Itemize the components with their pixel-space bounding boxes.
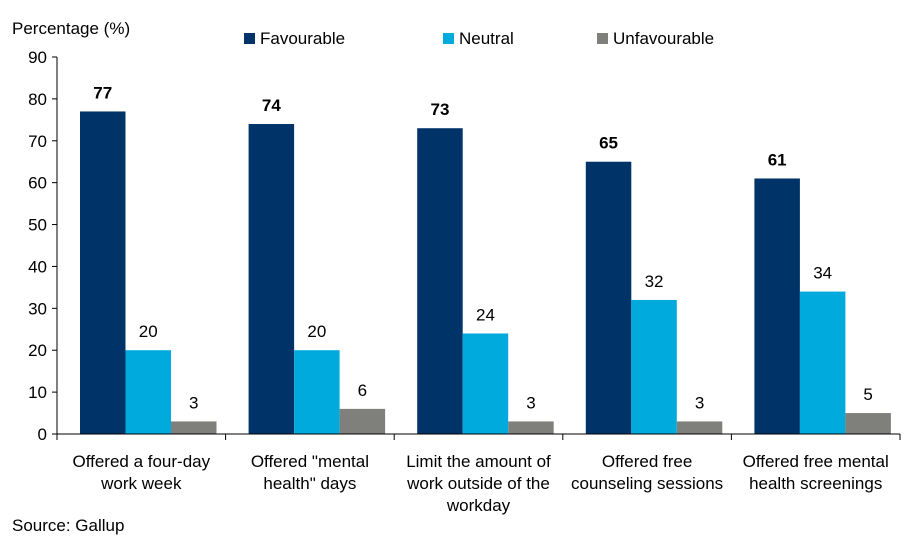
data-label: 34 <box>813 264 832 283</box>
bar-neutral <box>631 299 677 434</box>
bar-neutral <box>125 350 171 434</box>
bar-favourable <box>248 124 295 435</box>
legend-swatch <box>443 33 454 44</box>
data-label: 32 <box>645 272 664 291</box>
data-label: 77 <box>93 83 112 102</box>
bar-unfavourable <box>508 421 554 434</box>
legend-label: Favourable <box>260 29 345 48</box>
data-label: 74 <box>262 96 281 115</box>
bar-unfavourable <box>676 421 723 434</box>
legend-label: Unfavourable <box>613 29 714 48</box>
legend: Favourable Neutral Unfavourable <box>244 29 714 48</box>
bar-favourable <box>585 161 632 434</box>
data-label: 20 <box>307 322 326 341</box>
bar-neutral <box>294 350 340 434</box>
bar-favourable <box>754 178 800 434</box>
y-tick-label: 60 <box>28 174 47 193</box>
bar-neutral <box>462 333 509 434</box>
bar-unfavourable <box>339 408 386 434</box>
x-tick-label: Offered free counseling sessions <box>571 452 723 493</box>
data-label: 3 <box>526 393 535 412</box>
data-label: 61 <box>768 150 787 169</box>
bar-unfavourable <box>845 413 891 434</box>
bar-favourable <box>417 128 463 434</box>
y-tick-label: 30 <box>28 299 47 318</box>
bar-neutral <box>799 291 846 434</box>
legend-swatch <box>244 33 255 44</box>
data-label: 3 <box>189 393 198 412</box>
y-tick-label: 90 <box>28 48 47 67</box>
data-label: 20 <box>139 322 158 341</box>
y-tick-label: 20 <box>28 341 47 360</box>
y-tick-label: 80 <box>28 90 47 109</box>
source-note: Source: Gallup <box>12 516 124 535</box>
legend-swatch <box>597 33 608 44</box>
x-tick-label: Limit the amount of work outside of the wo… <box>406 452 551 515</box>
data-label: 24 <box>476 305 495 324</box>
data-label: 6 <box>358 381 367 400</box>
legend-label: Neutral <box>459 29 514 48</box>
x-axis: Offered a four-day work week Offered "ment… <box>56 433 901 515</box>
bar-favourable <box>80 111 126 434</box>
x-tick-label: Offered "mental health" days <box>251 452 369 493</box>
y-tick-label: 40 <box>28 257 47 276</box>
y-axis-title: Percentage (%) <box>12 19 130 38</box>
data-label: 5 <box>863 385 872 404</box>
bar-unfavourable <box>171 421 217 434</box>
y-tick-label: 70 <box>28 132 47 151</box>
data-label: 65 <box>599 134 618 153</box>
data-label: 73 <box>430 100 449 119</box>
x-tick-label: Offered free mental health screenings <box>743 452 889 493</box>
y-tick-label: 0 <box>38 425 47 444</box>
x-tick-label: Offered a four-day work week <box>72 452 210 493</box>
y-axis: 0 10 20 30 40 50 60 70 80 90 <box>28 48 58 444</box>
data-label: 3 <box>695 393 704 412</box>
y-tick-label: 50 <box>28 216 47 235</box>
y-tick-label: 10 <box>28 383 47 402</box>
